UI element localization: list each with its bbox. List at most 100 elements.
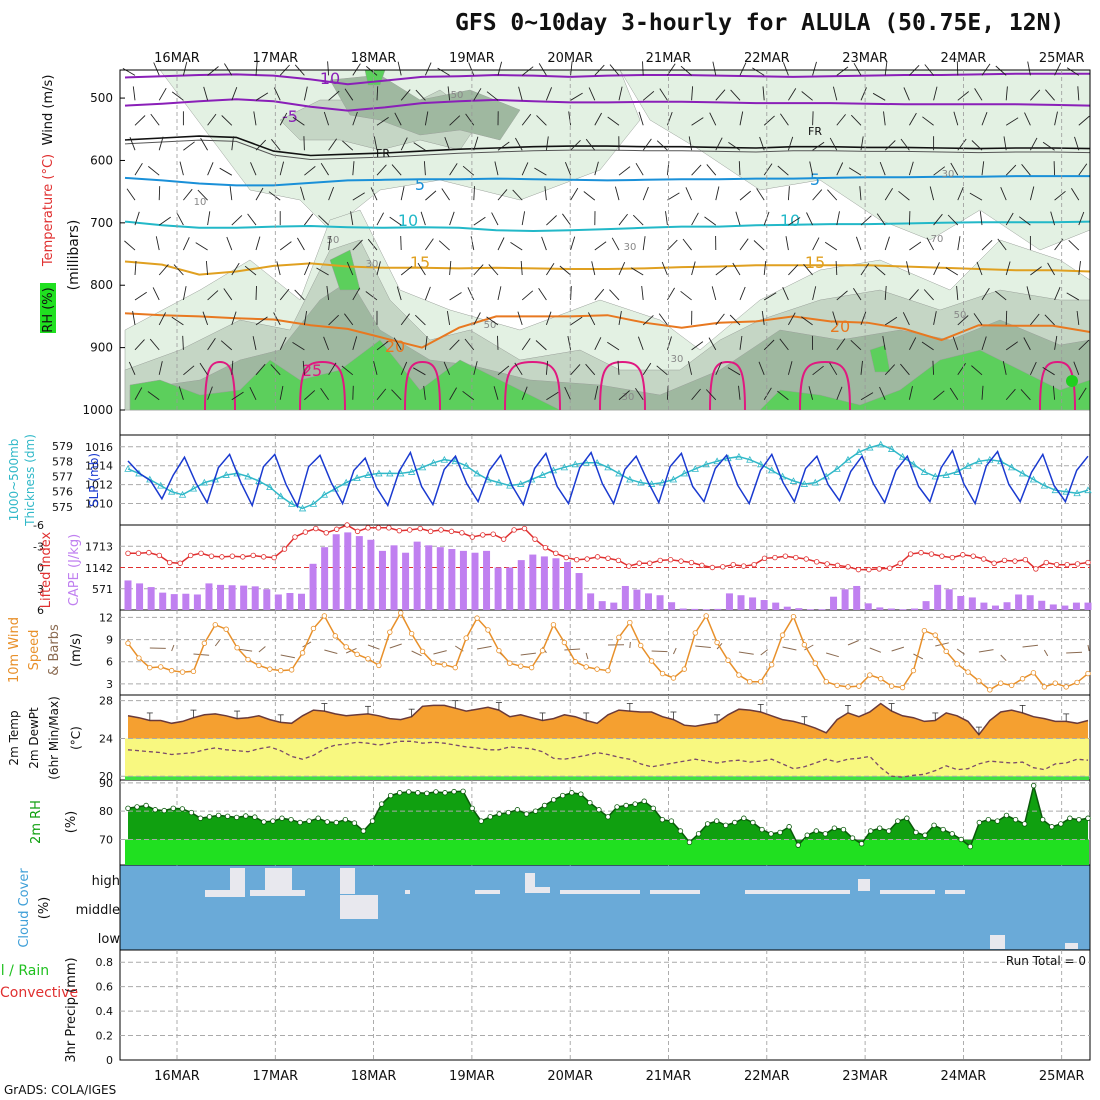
wind-barb [424, 286, 431, 301]
pressure-tick-label: 900 [90, 341, 113, 355]
wind-barb [997, 238, 1007, 251]
thickness-point [746, 455, 754, 463]
rh-2m-point [605, 814, 611, 820]
wind-barb [570, 285, 572, 300]
thickness-point [789, 477, 798, 484]
wind-barb [366, 66, 378, 76]
lifted-index-point [960, 552, 966, 558]
wind-barb [836, 338, 846, 351]
wind-barb [727, 367, 741, 376]
rh-2m-point [1085, 815, 1091, 821]
wind-barb [255, 92, 269, 101]
wind-barb [148, 166, 160, 176]
wind-speed-point [408, 630, 415, 637]
wind-barb [785, 236, 789, 251]
wind-barb [850, 114, 862, 126]
cape-bar [564, 561, 572, 610]
wind-barb [443, 361, 451, 375]
wind-speed-point [561, 639, 568, 646]
wind-barb [882, 336, 886, 350]
lifted-index-point [709, 564, 716, 571]
thickness-point [375, 469, 383, 477]
rh-2m-point [243, 813, 249, 819]
wind-barb [400, 186, 405, 201]
rh-2m-point [967, 843, 973, 850]
wind-barb [1078, 115, 1090, 126]
wind-barb [729, 314, 741, 326]
wind-barb-10m [869, 647, 882, 653]
wind-barb-10m [695, 645, 711, 648]
wind-barb [711, 286, 717, 301]
contour-label: 50 [327, 235, 340, 246]
cape-bar [668, 602, 676, 610]
rh-2m-point [1040, 816, 1046, 823]
wind-barb [594, 241, 607, 251]
date-label-bottom: 21MAR [646, 1069, 692, 1084]
wind-barb [546, 215, 557, 226]
axis-label: (%) [37, 897, 52, 920]
lifted-index-point [803, 556, 809, 562]
wind-speed-point [1085, 670, 1091, 677]
lifted-index-point [636, 560, 643, 566]
wind-barb [1073, 361, 1080, 375]
cape-bar [887, 608, 895, 610]
wind-speed-point [779, 632, 786, 638]
thickness-point [178, 490, 187, 498]
wind-tick-label: 12 [99, 611, 113, 624]
lifted-index-point [511, 527, 517, 533]
wind-barb [981, 112, 988, 126]
wind-barb [860, 392, 874, 401]
wind-barb [255, 187, 264, 201]
wind-barb [848, 167, 862, 176]
wind-barb [1002, 361, 1007, 375]
wind-barb [779, 338, 789, 351]
wind-barb [971, 140, 983, 151]
wind-barb [808, 386, 814, 400]
wind-barb [546, 391, 559, 401]
lifted-index-point [1043, 559, 1049, 566]
wind-barb [903, 87, 910, 101]
rh-2m-point [514, 807, 521, 813]
lifted-index-point [573, 557, 580, 563]
thickness-point [931, 472, 939, 480]
wind-barb [812, 365, 824, 376]
wind-barb [158, 186, 161, 201]
lifted-index-point [949, 554, 956, 561]
rh-2m-point [704, 821, 711, 827]
thickness-line [127, 443, 1089, 510]
wind-barb-10m [585, 652, 589, 660]
wind-speed-point [899, 684, 906, 691]
wind-barb [594, 288, 605, 301]
wind-barb [758, 361, 765, 375]
wind-barb [279, 288, 290, 301]
rh-2m-point [976, 819, 983, 826]
wind-barb [632, 214, 644, 226]
wind-barb [510, 242, 523, 251]
rh-2m-point [777, 829, 783, 836]
lifted-index-point [375, 525, 382, 531]
rh-2m-point [288, 816, 294, 823]
wind-barb [1030, 313, 1040, 326]
thickness-point [767, 466, 776, 474]
wind-barb [559, 265, 571, 276]
wind-barb [850, 339, 862, 351]
rh-2m-point [279, 815, 285, 821]
lifted-index-point [553, 550, 559, 557]
rh-2m-point [550, 797, 557, 803]
slp-tick-label: 1016 [85, 441, 113, 454]
precip-tick-label: 0.2 [96, 1030, 114, 1043]
lifted-index-point [167, 559, 173, 566]
date-label-top: 18MAR [351, 51, 397, 66]
wind-speed-point [823, 678, 829, 685]
wind-barb [957, 187, 964, 201]
wind-barb [134, 387, 143, 400]
cape-bar [714, 608, 722, 610]
wind-barb [352, 161, 355, 176]
wind-barb [763, 339, 775, 351]
wind-barb [979, 211, 983, 226]
wind-barb [782, 287, 789, 301]
wind-speed-point [147, 664, 153, 671]
cape-bar [170, 594, 178, 610]
wind-speed-point [736, 672, 742, 678]
rh-2m-point [668, 818, 675, 824]
